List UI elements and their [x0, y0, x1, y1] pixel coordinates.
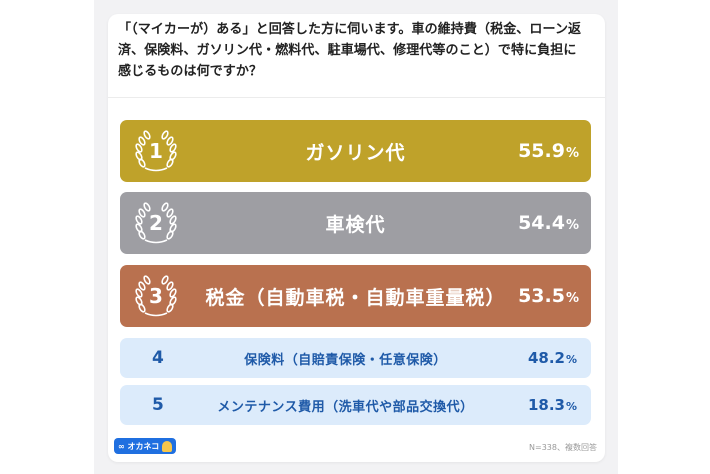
rank-4-number: 4: [152, 348, 164, 368]
survey-question: 「（マイカーが）ある」と回答した方に伺います。車の維持費（税金、ローン返済、保険…: [118, 22, 582, 79]
rank-1-label: ガソリン代: [305, 141, 406, 164]
laurel-rank-icon: 1: [135, 130, 177, 172]
okaneko-logo: ∞ オカネコ: [114, 438, 177, 454]
rank-3-bar: 3 税金（自動車税・自動車重量税） 53.5%: [120, 265, 591, 327]
rank-1-bar: 1 ガソリン代 55.9%: [120, 120, 591, 182]
survey-card: 「（マイカーが）ある」と回答した方に伺います。車の維持費（税金、ローン返済、保険…: [108, 14, 605, 462]
rank-5-label: メンテナンス費用（洗車代や部品交換代）: [217, 399, 474, 415]
rank-3-value: 53.5%: [518, 285, 579, 307]
rank-2-value: 54.4%: [518, 212, 579, 234]
rank-number: 2: [149, 211, 163, 235]
rank-5-value: 18.3%: [527, 396, 577, 414]
sample-note: N=338、複数回答: [529, 443, 597, 452]
rank-2-bar: 2 車検代 54.4%: [120, 192, 591, 254]
ghost-mascot-icon: [162, 440, 173, 452]
rank-4-bar: 4 保険料（自賠責保険・任意保険） 48.2%: [120, 338, 591, 378]
divider: [108, 97, 605, 98]
rank-3-label: 税金（自動車税・自動車重量税）: [205, 286, 506, 309]
laurel-rank-icon: 2: [135, 202, 177, 244]
rank-5-bar: 5 メンテナンス費用（洗車代や部品交換代） 18.3%: [120, 385, 591, 425]
rank-4-value: 48.2%: [527, 349, 577, 367]
rank-4-label: 保険料（自賠責保険・任意保険）: [244, 352, 447, 368]
laurel-rank-icon: 3: [135, 275, 177, 317]
rank-number: 3: [149, 284, 163, 308]
page-background: 「（マイカーが）ある」と回答した方に伺います。車の維持費（税金、ローン返済、保険…: [94, 0, 618, 474]
rank-number: 1: [149, 139, 163, 163]
rank-5-number: 5: [152, 395, 164, 415]
rank-2-label: 車検代: [325, 213, 386, 236]
rank-1-value: 55.9%: [518, 140, 579, 162]
